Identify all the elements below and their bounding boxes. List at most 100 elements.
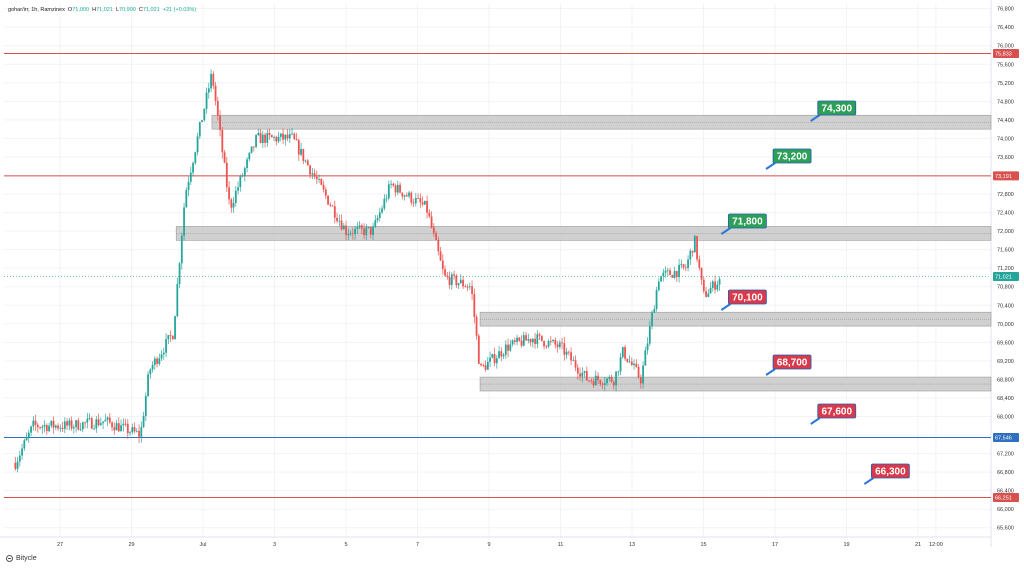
price-tick-label: 66,800 [997,470,1014,476]
candle-body [219,115,221,130]
level-price-tag: 75,833 [995,51,1012,57]
candle-body [174,316,176,340]
level-price-tag-bg [993,493,1019,503]
candle-body [495,358,498,364]
price-tick-label: 76,800 [997,7,1014,13]
candle-body [482,365,485,366]
price-tick-label: 73,600 [997,155,1014,161]
candle-body [277,136,280,142]
candle-body [360,225,363,229]
candle-body [21,448,23,456]
candle-body [561,342,563,344]
candle-body [43,425,46,427]
candle-body [259,133,262,144]
candle-body [502,354,505,357]
time-tick-label: 13 [629,542,635,548]
candle-body [446,275,449,277]
price-tick-label: 68,000 [997,414,1014,420]
candle-body [439,251,442,261]
candle-body [216,100,219,116]
candle-body [405,195,408,197]
candle-body [563,343,566,355]
candle-body [520,340,523,346]
price-tick-label: 72,000 [997,229,1014,235]
candle-body [54,425,57,428]
candle-body [693,236,696,253]
candle-body [421,202,424,205]
candle-body [639,377,642,384]
candle-body [680,264,683,266]
candle-body [207,88,210,93]
candle-body [556,344,559,348]
candle-body [660,276,662,282]
candle-body [333,206,336,218]
candle-body [525,335,527,341]
candle-body [102,421,104,424]
candle-body [585,371,588,381]
candle-body [684,267,687,269]
candle-body [147,374,149,397]
candle-body [455,275,458,286]
time-tick-label: Jul [199,542,206,548]
candle-body [180,235,183,264]
candle-body [617,371,620,373]
candle-body [131,427,134,433]
candle-body [457,283,460,286]
candle-body [408,192,410,197]
candle-body [381,208,383,213]
candle-body [189,172,192,182]
time-tick-label: 17 [772,542,778,548]
candle-body [648,325,651,344]
candle-body [565,351,568,355]
level-price-tag-bg [993,48,1019,58]
close-value: 71,021 [142,7,160,13]
candle-body [378,212,381,219]
candle-body [104,419,107,422]
candle-body [504,344,507,355]
time-tick-label: 29 [128,542,134,548]
candle-body [473,293,476,317]
close-label: C [138,7,143,13]
candle-body [387,184,390,199]
candle-body [34,420,37,425]
candle-body [376,218,379,221]
candle-body [444,269,446,276]
low-value: 70,900 [119,7,136,13]
candle-body [327,195,329,205]
candle-body [183,207,185,236]
price-tick-label: 70,400 [997,303,1014,309]
high-value: 71,021 [96,7,113,13]
candle-body [261,134,264,144]
candle-body [313,173,316,177]
candle-body [435,232,437,240]
candle-body [601,383,604,385]
price-tick-label: 74,800 [997,99,1014,105]
candle-body [671,275,674,278]
candle-body [547,340,550,347]
candle-body [691,250,694,253]
candle-body [610,376,613,382]
candle-body [513,340,516,342]
candle-body [599,380,602,384]
candle-body [48,425,50,432]
candle-body [284,134,287,140]
candle-body [619,357,622,372]
candle-body [90,418,93,429]
candle-body [588,380,590,382]
candle-body [372,226,374,235]
low-label: L [115,7,120,13]
candle-body [315,176,318,180]
label-pointer [765,162,776,170]
candle-body [718,279,721,285]
candle-body [25,437,28,441]
candle-body [295,139,298,141]
candle-body [302,148,305,161]
candle-body [169,335,172,336]
candle-body [142,415,145,428]
candle-body [52,420,55,428]
candle-body [410,192,413,203]
candle-body [275,137,278,142]
price-tick-label: 69,200 [997,359,1014,365]
candle-body [97,419,100,426]
